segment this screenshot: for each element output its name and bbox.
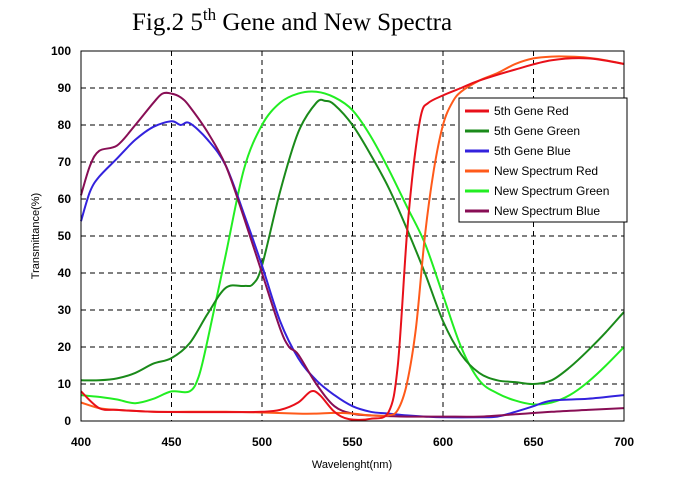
- legend-label-new-spectrum-blue: New Spectrum Blue: [494, 204, 600, 218]
- legend-label-5th-gene-blue: 5th Gene Blue: [494, 144, 571, 158]
- series-lines: [80, 55, 625, 421]
- legend: 5th Gene Red 5th Gene Green 5th Gene Blue N…: [458, 97, 628, 223]
- y-tick-label: 100: [51, 44, 71, 58]
- x-tick-label: 550: [342, 435, 362, 449]
- x-tick-label: 650: [523, 435, 543, 449]
- legend-label-new-spectrum-red: New Spectrum Red: [494, 164, 598, 178]
- y-tick-label: 80: [58, 118, 72, 132]
- series-line-new-spectrum-green: [80, 90, 625, 406]
- series-line-5th-gene-red: [80, 57, 625, 421]
- chart-title-rest: Gene and New Spectra: [216, 9, 452, 36]
- y-tick-label: 70: [58, 155, 72, 169]
- chart-title-main: Fig.2 5: [132, 9, 203, 36]
- y-tick-label: 20: [58, 340, 72, 354]
- legend-label-new-spectrum-green: New Spectrum Green: [494, 184, 609, 198]
- series-line-5th-gene-green: [80, 98, 625, 386]
- y-tick-label: 60: [58, 192, 72, 206]
- x-tick-label: 500: [252, 435, 272, 449]
- y-tick-label: 40: [58, 266, 72, 280]
- legend-box: [458, 97, 628, 223]
- y-tick-label: 10: [58, 377, 72, 391]
- y-tick-labels: 0 10 20 30 40 50 60 70 80 90 100: [51, 44, 71, 428]
- y-axis-label: Transmittance(%): [30, 193, 42, 279]
- x-axis-label: Wavelenght(nm): [312, 459, 392, 471]
- y-tick-label: 0: [64, 414, 71, 428]
- y-tick-label: 90: [58, 81, 72, 95]
- y-tick-label: 50: [58, 229, 72, 243]
- x-tick-label: 700: [614, 435, 634, 449]
- legend-label-5th-gene-red: 5th Gene Red: [494, 104, 569, 118]
- x-tick-label: 600: [433, 435, 453, 449]
- x-tick-label: 450: [161, 435, 181, 449]
- y-tick-label: 30: [58, 303, 72, 317]
- plot-frame: [80, 50, 625, 422]
- series-line-new-spectrum-blue: [80, 91, 625, 418]
- chart-title-superscript: th: [203, 5, 217, 24]
- chart-title: Fig.2 5th Gene and New Spectra: [132, 5, 452, 36]
- legend-label-5th-gene-green: 5th Gene Green: [494, 124, 580, 138]
- x-tick-label: 400: [71, 435, 91, 449]
- x-tick-labels: 400 450 500 550 600 650 700: [71, 435, 634, 449]
